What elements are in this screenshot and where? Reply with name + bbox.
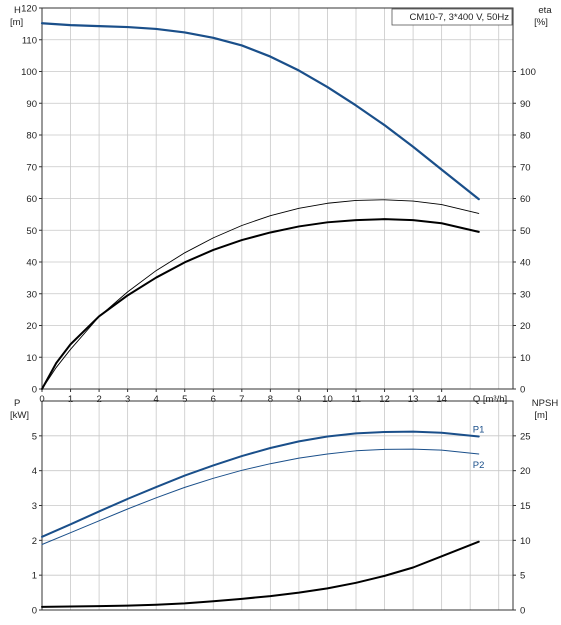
left-axis-tick-label: 3 xyxy=(32,501,37,512)
series-line xyxy=(41,540,480,608)
right-axis-tick-label: 100 xyxy=(520,67,536,78)
x-axis-tick-label: 11 xyxy=(351,394,361,405)
right-axis-tick-label: 30 xyxy=(520,289,531,300)
chart-title-box xyxy=(391,8,513,26)
right-axis-tick-label: 10 xyxy=(520,536,531,547)
x-axis-tick-label: 13 xyxy=(408,394,419,405)
left-axis-tick-label: 0 xyxy=(32,385,37,396)
x-axis-tick-label: 9 xyxy=(296,394,301,405)
left-axis-unit: [m] xyxy=(10,17,23,28)
x-axis-tick-label: 1 xyxy=(68,394,73,405)
series-line xyxy=(41,199,480,390)
left-axis-tick-label: 40 xyxy=(26,258,37,269)
right-axis-tick-label: 0 xyxy=(520,385,525,396)
right-axis-title: NPSH xyxy=(532,398,559,409)
left-axis-tick-label: 1 xyxy=(32,571,37,582)
right-axis-tick-label: 80 xyxy=(520,131,531,142)
x-axis-tick-label: 5 xyxy=(182,394,187,405)
series-line xyxy=(40,22,480,201)
left-axis-tick-label: 120 xyxy=(21,4,37,15)
right-axis-tick-label: 70 xyxy=(520,162,531,173)
right-axis-tick-label: 5 xyxy=(520,571,525,582)
right-axis-tick-label: 50 xyxy=(520,226,531,237)
left-axis-tick-label: 4 xyxy=(32,466,37,477)
right-axis-tick-label: 0 xyxy=(520,606,525,617)
x-axis-tick-label: 2 xyxy=(96,394,101,405)
right-axis-tick-label: 90 xyxy=(520,99,531,110)
right-axis-unit: [m] xyxy=(534,410,547,421)
x-axis-title: Q [m³/h] xyxy=(473,394,507,405)
x-axis-tick-label: 10 xyxy=(322,394,333,405)
left-axis-tick-label: 2 xyxy=(32,536,37,547)
left-axis-tick-label: 80 xyxy=(26,131,37,142)
left-axis-tick-label: 70 xyxy=(26,162,37,173)
left-axis-tick-label: 100 xyxy=(21,67,37,78)
right-axis-tick-label: 20 xyxy=(520,321,531,332)
left-axis-tick-label: 30 xyxy=(26,289,37,300)
right-axis-tick-label: 10 xyxy=(520,353,531,364)
left-axis-unit: [kW] xyxy=(10,410,29,421)
left-axis-tick-label: 60 xyxy=(26,194,37,205)
series-line-p1 xyxy=(41,430,480,538)
left-axis-tick-label: 0 xyxy=(32,606,37,617)
x-axis-tick-label: 3 xyxy=(125,394,130,405)
left-axis-tick-label: 5 xyxy=(32,431,37,442)
x-axis-tick-label: 14 xyxy=(436,394,447,405)
left-axis-tick-label: 10 xyxy=(26,353,37,364)
right-axis-tick-label: 15 xyxy=(520,501,531,512)
x-axis-tick-label: 7 xyxy=(239,394,244,405)
x-axis-tick-label: 8 xyxy=(268,394,273,405)
right-axis-unit: [%] xyxy=(534,17,548,28)
left-axis-tick-label: 50 xyxy=(26,226,37,237)
x-axis-tick-label: 6 xyxy=(211,394,216,405)
left-axis-tick-label: 20 xyxy=(26,321,37,332)
left-axis-title: P xyxy=(14,398,20,409)
left-axis-title: H xyxy=(14,5,21,16)
right-axis-tick-label: 20 xyxy=(520,466,531,477)
x-axis-tick-label: 0 xyxy=(39,394,44,405)
left-axis-tick-label: 110 xyxy=(22,35,37,46)
chart-title: CM10-7, 3*400 V, 50Hz xyxy=(410,12,510,23)
series-label-p2: P2 xyxy=(473,460,485,471)
right-axis-title: eta xyxy=(538,5,552,16)
right-axis-tick-label: 60 xyxy=(520,194,531,205)
right-axis-tick-label: 25 xyxy=(520,431,531,442)
x-axis-tick-label: 12 xyxy=(379,394,390,405)
right-axis-tick-label: 40 xyxy=(520,258,531,269)
series-line xyxy=(41,218,480,390)
series-label-p1: P1 xyxy=(473,425,485,436)
x-axis-tick-label: 4 xyxy=(154,394,159,405)
left-axis-tick-label: 90 xyxy=(26,99,37,110)
series-line-p2 xyxy=(41,448,480,546)
